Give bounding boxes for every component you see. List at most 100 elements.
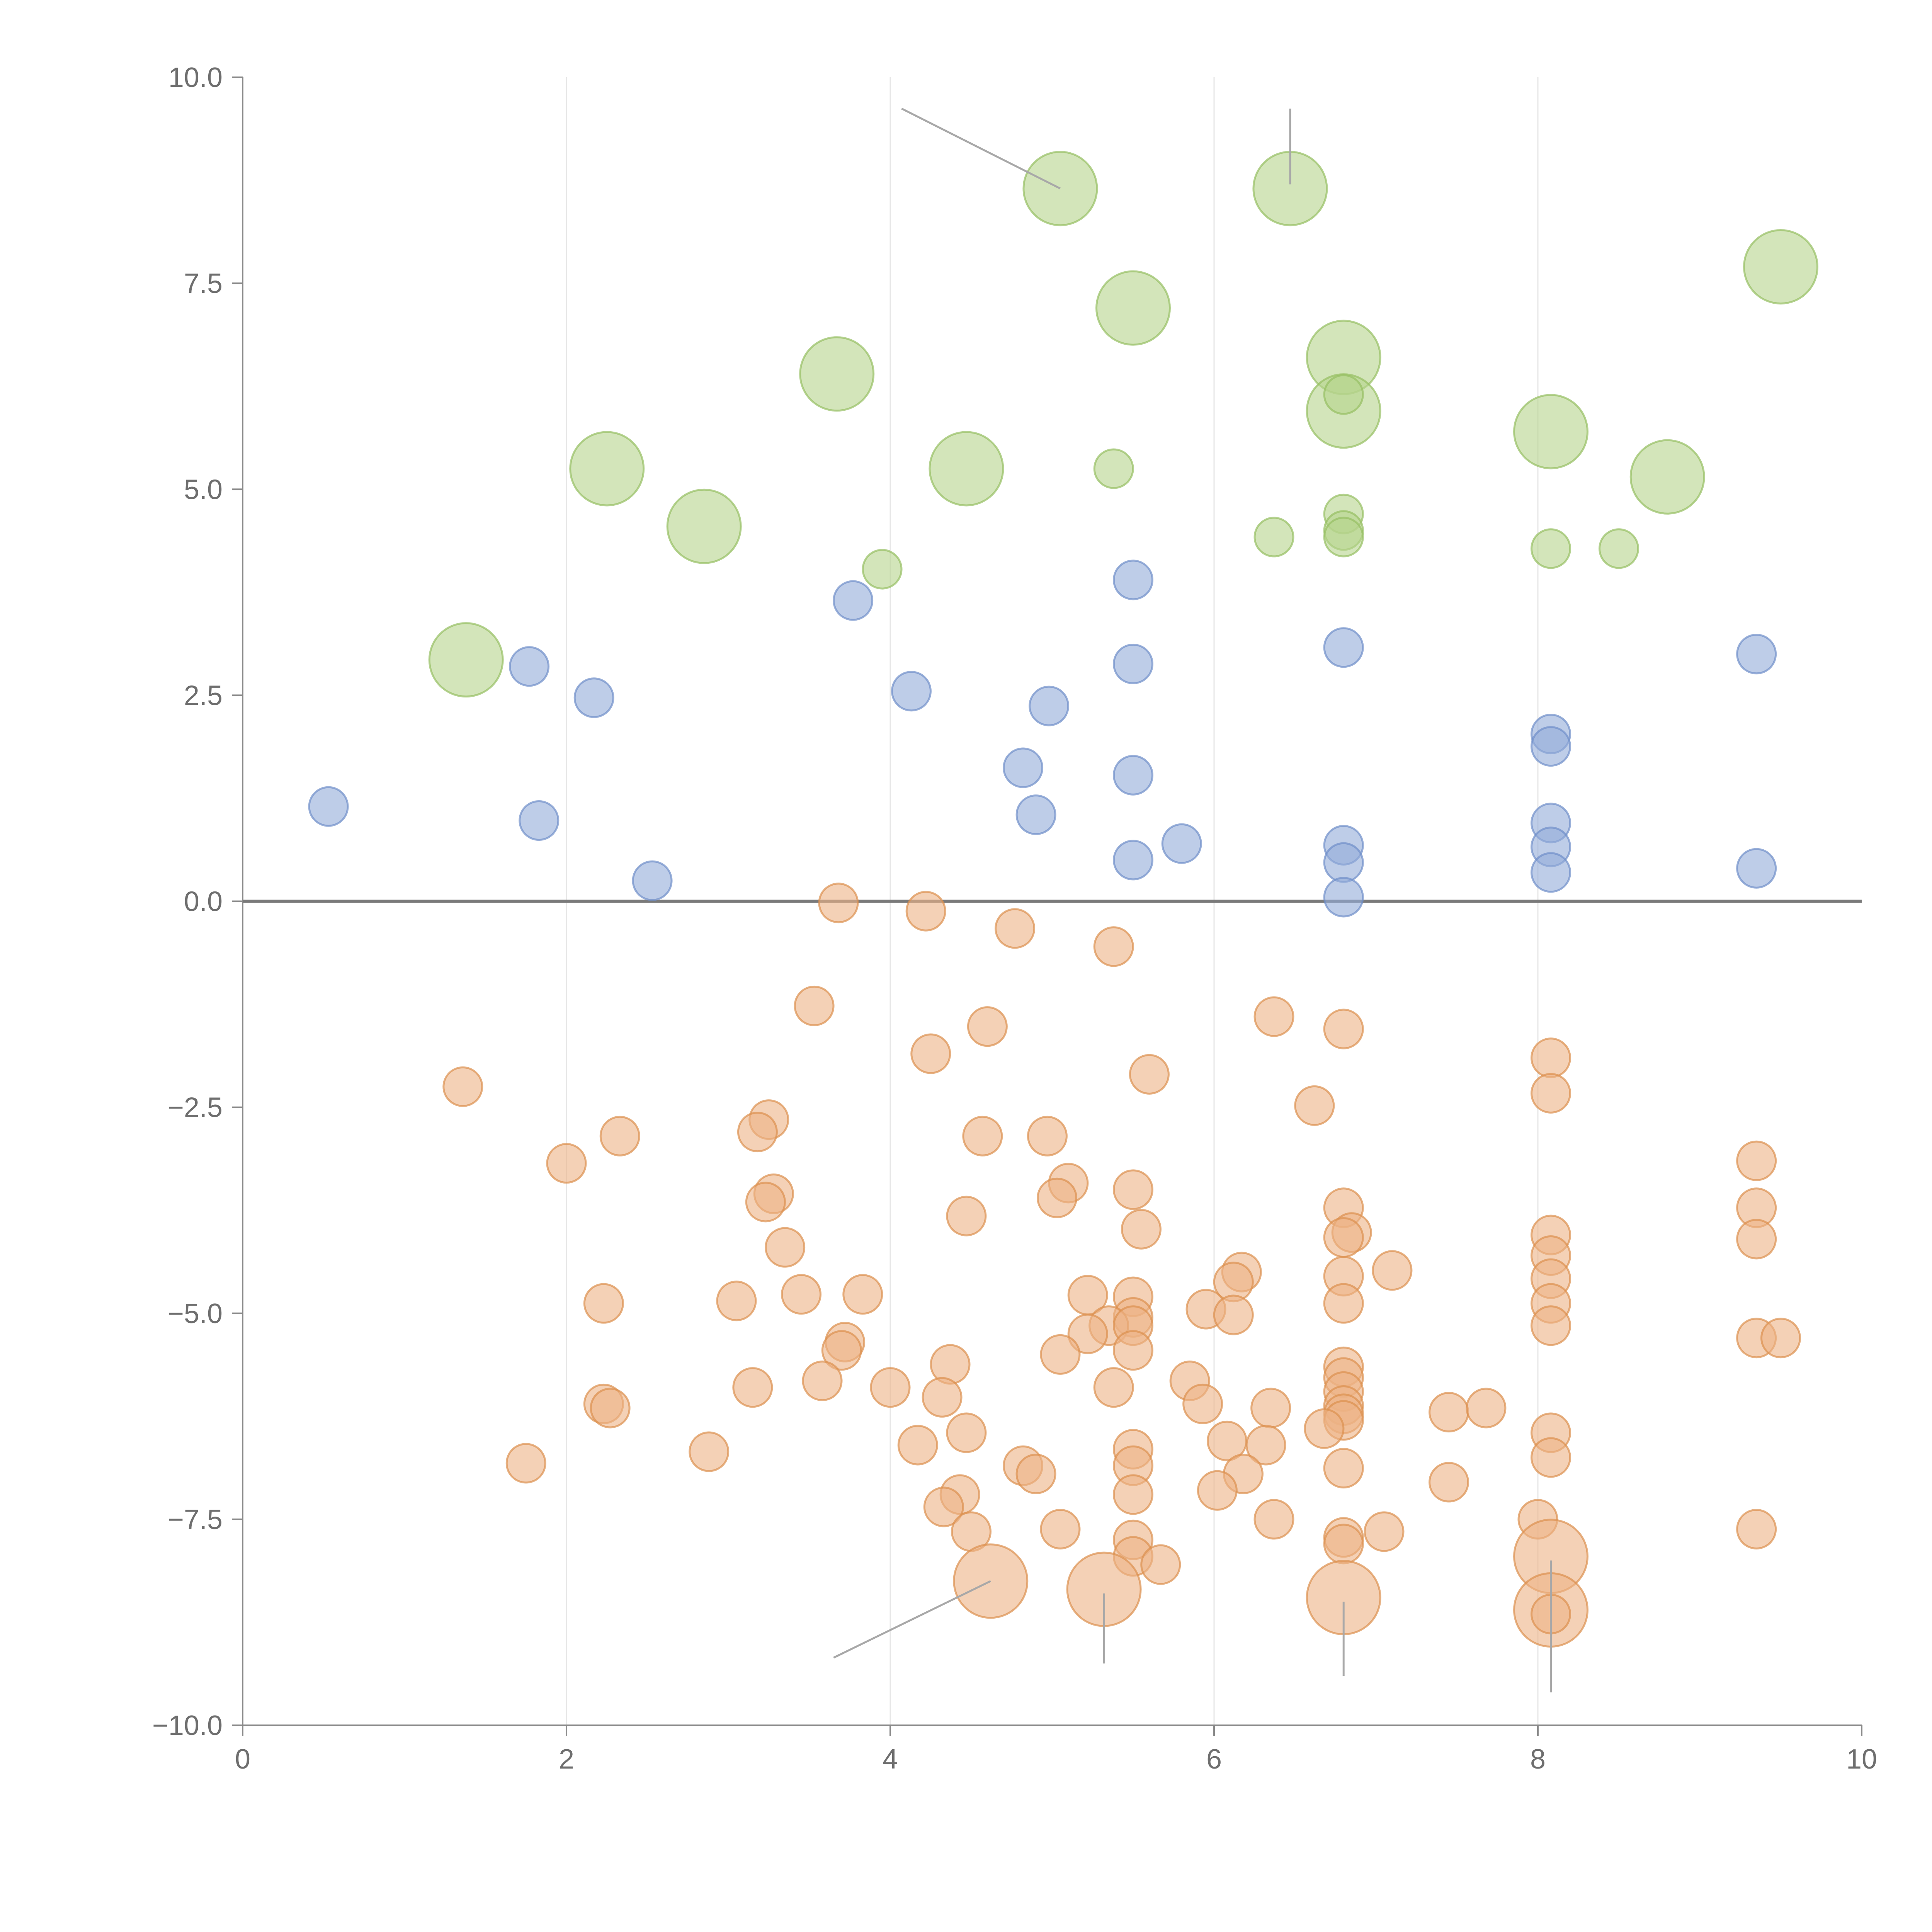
blue-bubble — [1531, 852, 1571, 893]
orange-bubble — [1182, 1383, 1223, 1424]
x-tick-label: 0 — [235, 1744, 250, 1775]
green-bubble — [799, 336, 875, 412]
orange-bubble — [1121, 1209, 1162, 1250]
y-tick-label: 2.5 — [184, 680, 223, 711]
y-tick-label: 5.0 — [184, 474, 223, 505]
green-bubble — [1599, 528, 1639, 569]
orange-bubble — [1364, 1511, 1405, 1552]
orange-bubble — [1093, 926, 1134, 967]
orange-bubble — [1140, 1544, 1181, 1585]
blue-bubble — [519, 800, 560, 841]
orange-bubble — [689, 1431, 730, 1472]
orange-bubble — [442, 1066, 483, 1107]
data-points — [308, 151, 1818, 1648]
x-tick-label: 10 — [1846, 1744, 1877, 1775]
orange-bubble — [946, 1196, 987, 1236]
x-tick-label: 6 — [1206, 1744, 1222, 1775]
blue-bubble — [1736, 634, 1777, 675]
orange-bubble — [1736, 1219, 1777, 1260]
green-bubble — [929, 431, 1004, 507]
orange-bubble — [1250, 1388, 1291, 1429]
orange-bubble — [1067, 1313, 1108, 1354]
blue-bubble — [1113, 755, 1153, 796]
orange-bubble — [599, 1116, 640, 1156]
callout-lines — [833, 107, 1552, 1692]
orange-bubble — [1129, 1054, 1170, 1095]
orange-bubble — [821, 1330, 862, 1371]
x-tick-label: 4 — [883, 1744, 898, 1775]
orange-bubble — [1113, 1330, 1153, 1371]
orange-bubble — [1197, 1470, 1238, 1511]
orange-bubble — [967, 1006, 1008, 1047]
orange-bubble — [995, 908, 1036, 949]
y-tick-label: 10.0 — [168, 62, 223, 93]
orange-bubble — [818, 883, 859, 923]
green-bubble — [1743, 229, 1818, 304]
y-tick-label: −7.5 — [168, 1504, 223, 1535]
blue-bubble — [308, 786, 349, 827]
orange-bubble — [1760, 1318, 1801, 1359]
orange-bubble — [1015, 1454, 1056, 1495]
orange-bubble — [716, 1281, 757, 1321]
orange-bubble — [745, 1182, 786, 1223]
orange-bubble — [737, 1112, 778, 1153]
orange-bubble — [1113, 1169, 1153, 1210]
orange-bubble — [1372, 1250, 1413, 1291]
orange-bubble — [1245, 1425, 1286, 1466]
green-bubble — [569, 431, 645, 507]
green-bubble — [862, 549, 903, 590]
x-tick-label: 8 — [1530, 1744, 1546, 1775]
orange-bubble — [794, 985, 835, 1026]
blue-bubble — [1029, 685, 1070, 726]
x-tick-label: 2 — [559, 1744, 574, 1775]
orange-bubble — [910, 1033, 951, 1074]
callout-line — [833, 1580, 991, 1659]
orange-bubble — [922, 1377, 963, 1418]
callout-line — [901, 107, 1061, 190]
orange-bubble — [1429, 1392, 1469, 1433]
blue-bubble — [1113, 840, 1153, 881]
blue-bubble — [509, 646, 550, 687]
y-tick-label: 7.5 — [184, 268, 223, 299]
orange-bubble — [1323, 1283, 1364, 1324]
orange-bubble — [1040, 1509, 1081, 1549]
blue-bubble — [573, 677, 614, 718]
orange-bubble — [1531, 1073, 1571, 1114]
orange-bubble — [870, 1367, 911, 1408]
y-tick-label: −10.0 — [152, 1710, 223, 1741]
orange-bubble — [1323, 1009, 1364, 1049]
blue-bubble — [833, 580, 874, 621]
orange-bubble — [781, 1274, 822, 1315]
orange-bubble — [1040, 1334, 1081, 1375]
blue-bubble — [1161, 823, 1202, 864]
green-bubble — [1513, 394, 1589, 469]
orange-bubble — [1093, 1367, 1134, 1408]
orange-bubble — [1736, 1509, 1777, 1549]
blue-bubble — [632, 860, 673, 901]
orange-bubble — [1037, 1177, 1078, 1218]
green-bubble — [1531, 528, 1571, 569]
blue-bubble — [1113, 643, 1153, 684]
orange-bubble — [1294, 1085, 1335, 1126]
orange-bubble — [1736, 1140, 1777, 1181]
y-tick-label: −5.0 — [168, 1298, 223, 1329]
orange-bubble — [897, 1425, 938, 1466]
orange-bubble — [1323, 1448, 1364, 1489]
blue-bubble — [1323, 877, 1364, 918]
orange-bubble — [905, 891, 946, 932]
orange-bubble — [842, 1274, 883, 1315]
blue-bubble — [1323, 627, 1364, 668]
orange-bubble — [505, 1443, 546, 1484]
blue-bubble — [891, 671, 932, 712]
orange-bubble — [1466, 1388, 1507, 1429]
blue-bubble — [1323, 842, 1364, 883]
blue-bubble — [1113, 560, 1153, 600]
orange-bubble — [1531, 1305, 1571, 1346]
orange-bubble — [1323, 1217, 1364, 1258]
orange-bubble — [1213, 1294, 1254, 1335]
green-bubble — [1629, 439, 1705, 515]
y-tick-label: −2.5 — [168, 1092, 223, 1123]
orange-bubble — [1531, 1437, 1571, 1478]
orange-bubble — [802, 1361, 843, 1401]
